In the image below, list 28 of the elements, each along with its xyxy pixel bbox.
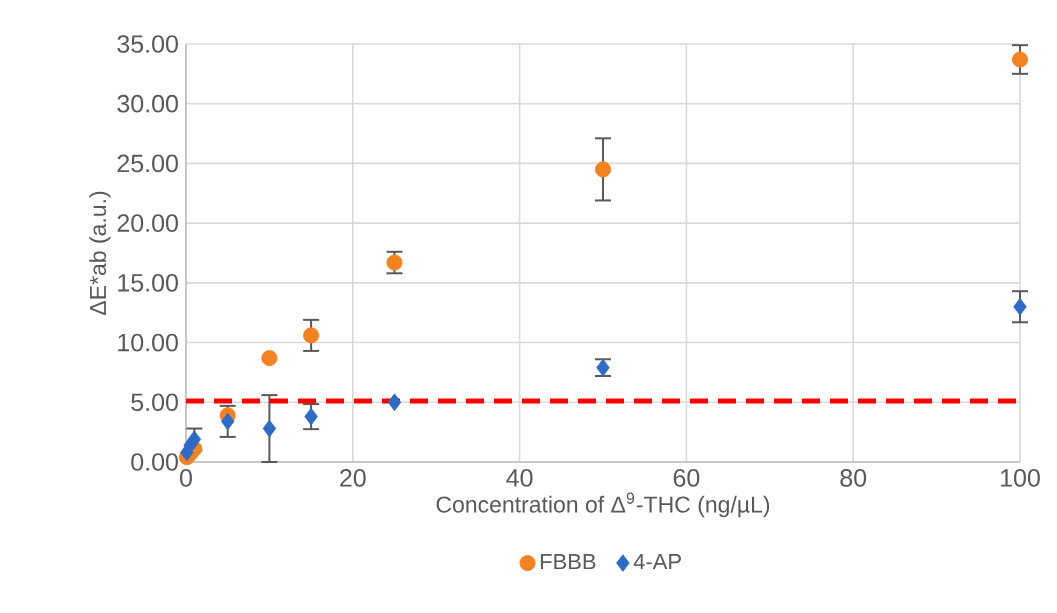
y-tick-label: 0.00 [131,453,178,471]
x-axis-title: Concentration of Δ$^{9}$-THC (ng/µL) [436,492,770,518]
point [386,254,403,271]
x-tick-label: 20 [340,469,366,487]
y-tick-label: 35.00 [117,35,178,53]
x-tick-label: 100 [1001,469,1040,487]
y-tick-label: 20.00 [117,214,178,232]
x-tick-label: 60 [673,469,700,487]
point [262,419,277,438]
point [303,327,320,344]
y-tick-label: 25.00 [117,154,178,173]
y-axis-title: ΔE*ab (a.u.) [89,191,111,315]
y-tick-label: 10.00 [118,333,178,352]
point [221,412,235,431]
point [304,407,318,426]
point [261,350,278,367]
point [1012,51,1028,68]
legend-label: FBBB [540,554,596,570]
point [1013,297,1027,316]
x-tick-label: 40 [506,469,533,487]
y-tick-label: 30.00 [117,94,178,113]
x-tick-label: 0 [180,469,192,487]
point [595,161,611,178]
y-tick-label: 15.00 [118,274,178,292]
legend-label: 4-AP [633,554,681,570]
y-tick-label: 5.00 [131,393,178,412]
point [387,393,402,412]
x-tick-label: 80 [840,469,867,487]
